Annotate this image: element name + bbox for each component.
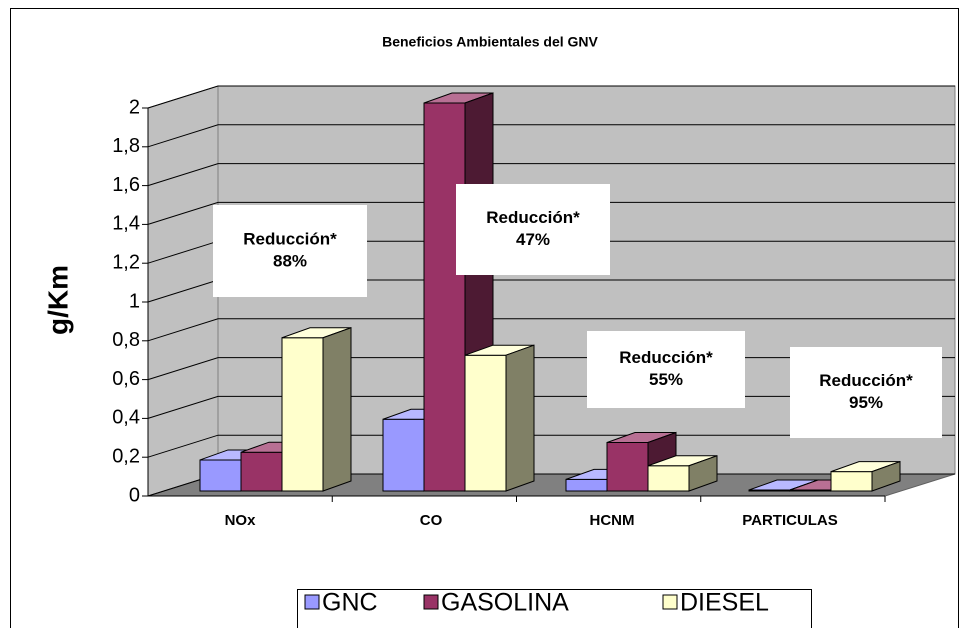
y-tick-label: 1,2: [112, 251, 140, 273]
legend-label: GNC: [322, 589, 378, 617]
annotation-box: [213, 205, 367, 297]
grid-line: [147, 85, 955, 109]
annotation-title: Reducción*: [486, 208, 580, 227]
grid-line: [147, 163, 955, 187]
y-tick-label: 0,8: [112, 329, 140, 351]
y-tick-label: 1: [129, 290, 140, 312]
bar-side: [505, 344, 535, 492]
legend-swatch: [662, 594, 678, 610]
grid-line: [147, 318, 955, 342]
annotation-title: Reducción*: [819, 371, 913, 390]
grid-line: [147, 201, 955, 225]
bar-front: [647, 465, 690, 492]
legend-swatch: [304, 594, 320, 610]
y-axis-label: g/Km: [42, 265, 73, 335]
x-tick-label: NOx: [225, 512, 257, 529]
bar-front: [464, 354, 507, 492]
bar-side: [322, 327, 352, 492]
annotation-title: Reducción*: [619, 348, 713, 367]
bar-front: [199, 459, 242, 492]
y-tick-label: 2: [129, 96, 140, 118]
annotation-box: [790, 347, 942, 438]
y-tick-label: 1,8: [112, 135, 140, 157]
y-tick-label: 0,2: [112, 445, 140, 467]
bar-front: [281, 337, 324, 492]
bar-front: [830, 471, 873, 492]
bar-front: [423, 102, 466, 492]
y-tick-label: 0: [129, 484, 140, 506]
bar-side: [688, 455, 718, 492]
annotation-text: 55%: [649, 370, 683, 389]
annotation-text: 95%: [849, 393, 883, 412]
legend-label: DIESEL: [680, 589, 769, 617]
bar: [830, 460, 901, 492]
bar-front: [382, 418, 425, 492]
legend-label: GASOLINA: [441, 589, 569, 617]
bar-side: [871, 460, 901, 492]
x-tick-label: PARTICULAS: [742, 512, 838, 529]
annotation-title: Reducción*: [243, 229, 337, 248]
y-tick-label: 0,6: [112, 368, 140, 390]
y-tick-label: 1,4: [112, 213, 140, 235]
grid-line: [147, 124, 955, 148]
grid-line: [147, 434, 955, 458]
y-tick-label: 0,4: [112, 407, 140, 429]
chart-title: Beneficios Ambientales del GNV: [382, 34, 598, 50]
legend-frame: [297, 589, 812, 628]
y-tick-label: 1,6: [112, 174, 140, 196]
annotation-box: [587, 331, 745, 408]
legend-swatch: [423, 594, 439, 610]
bar: [647, 455, 718, 492]
bar-front: [606, 442, 649, 492]
annotation-box: [456, 184, 610, 275]
bar: [281, 327, 352, 492]
bar-front: [565, 478, 608, 492]
x-tick-label: HCNM: [590, 512, 635, 529]
x-tick-label: CO: [420, 512, 443, 529]
annotation-text: 47%: [516, 230, 550, 249]
annotation-text: 88%: [273, 251, 307, 270]
bar-front: [240, 451, 283, 492]
bar: [464, 344, 535, 492]
